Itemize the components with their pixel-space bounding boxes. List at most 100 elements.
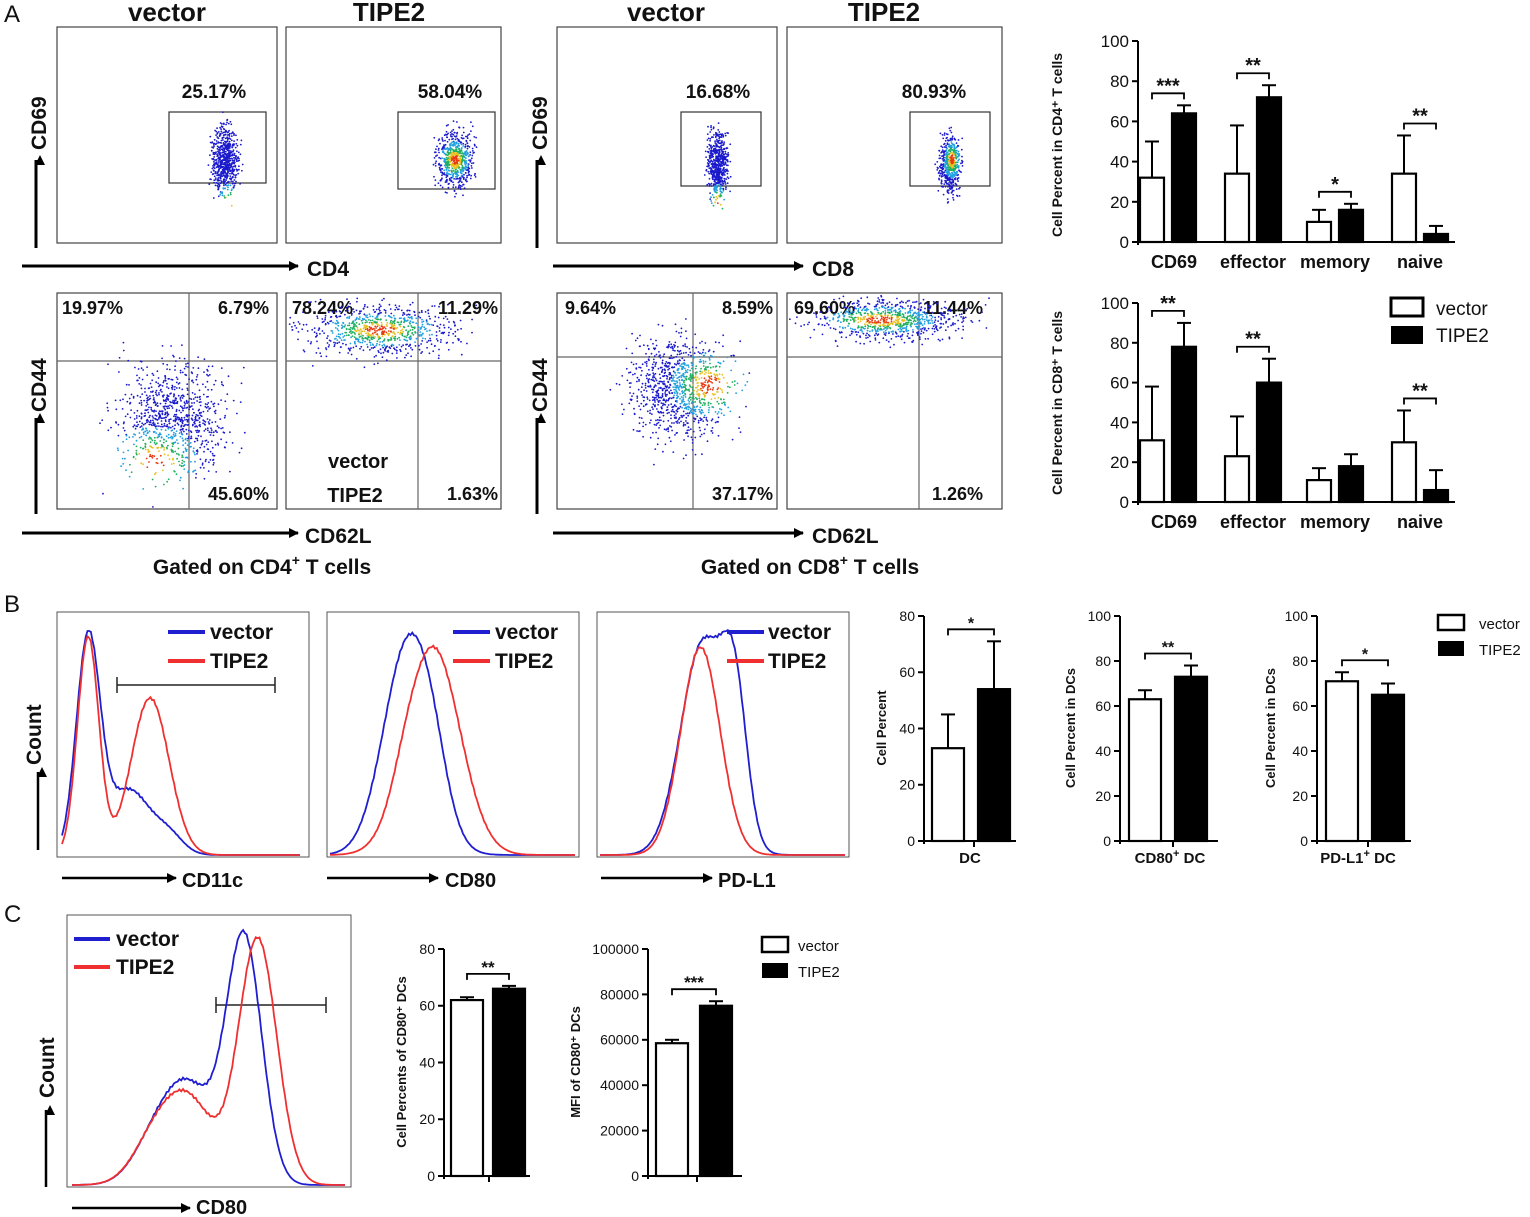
- legend-tipe2-swatch: [1391, 326, 1423, 344]
- y-tick-label: 100: [1285, 608, 1309, 624]
- quadrant-lines: [57, 293, 1002, 509]
- significance-bracket: [1151, 310, 1185, 317]
- legend-vector-swatch: [1436, 613, 1466, 632]
- y-tick-label: 60: [1292, 698, 1308, 714]
- axis-label-cd62l: CD62L: [812, 525, 879, 548]
- bar-chart-b_dc: 0 20 40 60 80 Cell Percent *: [874, 608, 1016, 849]
- significance-bracket: [1144, 652, 1192, 660]
- bar-charts: 0 20 40 60 80 100 Cell Percent in CD4⁺ T cells…: [394, 32, 1455, 1184]
- bar-vector-value: [654, 1042, 690, 1178]
- inplot-tipe2-label: TIPE2: [327, 485, 383, 507]
- cd69-percent: 80.93%: [902, 82, 967, 103]
- xlabel-cd80-dc: CD80+ DC: [1135, 848, 1206, 867]
- quad-percent-ur: 8.59%: [722, 298, 773, 318]
- y-tick-label: 60: [1110, 112, 1129, 131]
- bar-tipe2-memory: [1337, 208, 1365, 244]
- hist-frame: [56, 611, 310, 858]
- significance-bracket: [1403, 397, 1437, 405]
- legend-vector-label: vector: [495, 621, 558, 644]
- y-tick-label: 40: [1095, 743, 1111, 759]
- histogram-tipe2-curve: [61, 634, 300, 856]
- significance-bracket: [1341, 659, 1389, 667]
- significance-bracket: [947, 628, 995, 636]
- y-tick-label: 0: [1300, 833, 1308, 849]
- significance-label: **: [1162, 640, 1175, 657]
- panel-label-b: B: [4, 591, 20, 618]
- panel-a-flow-plots: vector TIPE2 vector TIPE2 25.17% 58.04% …: [22, 0, 1003, 579]
- legend-vector-label: vector: [1436, 299, 1488, 320]
- significance-bracket: [1403, 122, 1437, 130]
- legend-vector-label: vector: [768, 621, 831, 644]
- significance-bracket: [671, 988, 717, 996]
- inplot-vector-label: vector: [328, 451, 388, 473]
- histogram-tipe2-curve: [329, 644, 575, 856]
- y-tick-label: 80: [419, 941, 435, 957]
- bar-chart-c_pct: 0 20 40 60 80 Cell Percents of CD80⁺ DCs **: [394, 941, 530, 1184]
- panel-b-histograms: vector TIPE2 vector TIPE2 vector TIPE2 C…: [23, 611, 850, 892]
- axis-label-count: Count: [36, 1037, 59, 1098]
- significance-label: ***: [684, 973, 704, 992]
- hist-legend: vector TIPE2: [74, 928, 179, 979]
- y-tick-label: 40: [419, 1054, 435, 1070]
- quad-percent-ul: 69.60%: [794, 298, 855, 318]
- bar-vector-cd69: [1138, 176, 1166, 244]
- flow-frame: [786, 292, 1003, 510]
- quad-percent-lr: 37.17%: [712, 484, 773, 504]
- y-tick-label: 100: [1101, 32, 1129, 51]
- significance-label: **: [1412, 105, 1428, 127]
- flow-frame: [285, 292, 502, 510]
- axis-label-cd62l: CD62L: [305, 525, 372, 548]
- flow-frame: [556, 292, 778, 510]
- panel-label-c: C: [4, 901, 21, 928]
- significance-label: ***: [1156, 75, 1180, 97]
- bar-tipe2-naive: [1422, 232, 1450, 244]
- quad-percent-ul: 78.24%: [292, 298, 353, 318]
- bar-legend-a: vector TIPE2: [1389, 296, 1489, 347]
- bar-vector-effector: [1223, 455, 1251, 504]
- legend-vector-swatch: [1389, 296, 1425, 318]
- y-axis-title: Cell Percent in DCs: [1263, 668, 1278, 788]
- bar-legend-c: vector TIPE2: [760, 935, 840, 981]
- scatter-cloud: [432, 120, 478, 198]
- y-axis-title: MFI of CD80⁺ DCs: [568, 1006, 583, 1118]
- y-tick-label: 20: [1110, 193, 1129, 212]
- histogram-tipe2-curve: [600, 646, 845, 856]
- bar-vector-dc: [930, 747, 966, 843]
- significance-bracket: [1151, 92, 1185, 100]
- legend-vector-label: vector: [798, 938, 839, 955]
- significance-label: **: [1160, 293, 1176, 315]
- category-label: effector: [1220, 512, 1286, 532]
- y-tick-label: 0: [1120, 233, 1129, 252]
- hist-frame: [66, 914, 352, 1188]
- hist-legend: vector TIPE2: [727, 621, 831, 673]
- category-label: effector: [1220, 252, 1286, 272]
- significance-label: **: [1412, 380, 1428, 402]
- gate-label-cd4: Gated on CD4+ T cells: [153, 552, 371, 579]
- legend-tipe2-swatch: [762, 963, 788, 978]
- y-tick-label: 20: [1110, 453, 1129, 472]
- quad-percent-ul: 9.64%: [565, 298, 616, 318]
- axis-label-cd69: CD69: [28, 96, 51, 150]
- y-tick-label: 0: [631, 1168, 639, 1184]
- bar-vector-naive: [1390, 172, 1418, 244]
- quad-percent-ur: 6.79%: [218, 298, 269, 318]
- axis-label-cd11c: CD11c: [182, 870, 243, 892]
- bar-tipe2-pd-l1-dc: [1370, 693, 1406, 843]
- y-axis-title: Cell Percent in DCs: [1063, 668, 1078, 788]
- legend-vector-swatch: [760, 935, 790, 954]
- bar-vector-effector: [1223, 172, 1251, 244]
- legend-tipe2-label: TIPE2: [210, 650, 268, 673]
- y-tick-label: 40: [1292, 743, 1308, 759]
- panel-label-a: A: [4, 1, 20, 28]
- significance-label: **: [481, 958, 495, 977]
- bar-vector-memory: [1305, 220, 1333, 244]
- legend-tipe2-swatch: [1438, 641, 1464, 656]
- bar-chart-a_cd4: 0 20 40 60 80 100 Cell Percent in CD4⁺ T cells…: [1049, 32, 1455, 272]
- cd69-percent: 58.04%: [418, 82, 483, 103]
- bar-tipe2-value: [491, 987, 527, 1178]
- axis-label-cd80: CD80: [196, 1197, 247, 1217]
- xlabel-dc: DC: [959, 850, 981, 867]
- scatter-cloud: [934, 126, 964, 204]
- hist-frame: [596, 611, 850, 858]
